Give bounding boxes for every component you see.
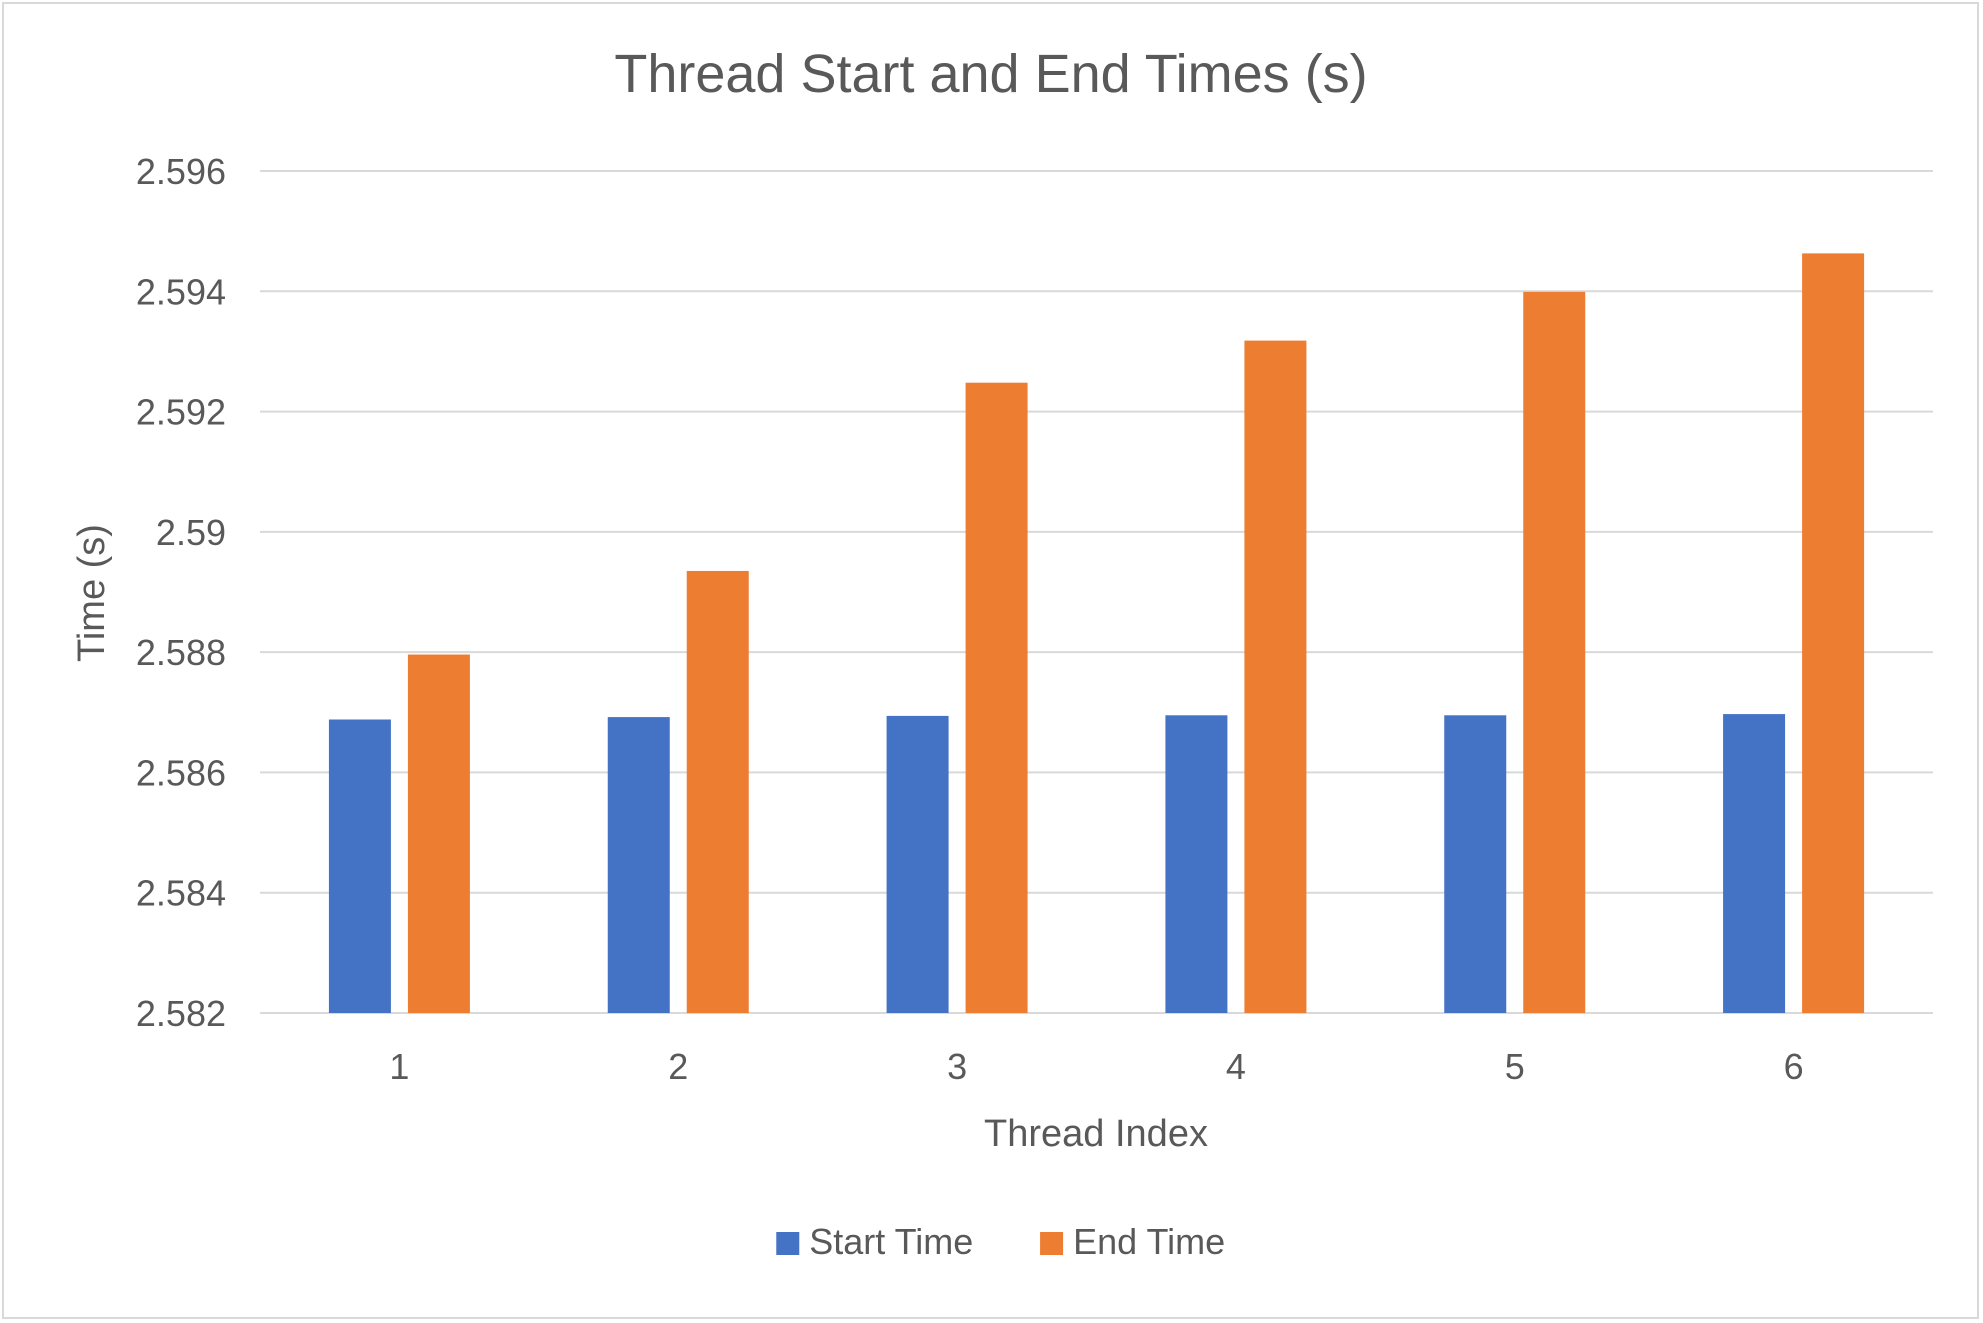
x-axis-ticks: 1 2 3 4 5 6 <box>389 1046 1803 1087</box>
y-tick-label: 2.59 <box>156 512 226 553</box>
x-tick-label: 3 <box>947 1046 967 1087</box>
y-tick-label: 2.588 <box>136 632 226 673</box>
y-tick-label: 2.584 <box>136 873 226 914</box>
legend-label: End Time <box>1073 1221 1225 1262</box>
x-tick-label: 5 <box>1505 1046 1525 1087</box>
bar-start-time <box>607 717 670 1013</box>
bar-end-time <box>686 570 749 1013</box>
bar-start-time <box>886 715 949 1013</box>
y-tick-label: 2.582 <box>136 993 226 1034</box>
y-axis-ticks: 2.582 2.584 2.586 2.588 2.59 2.592 2.594 2.596 <box>136 151 226 1034</box>
bar-end-time <box>1802 253 1865 1013</box>
bar-start-time <box>328 719 391 1013</box>
x-tick-label: 6 <box>1784 1046 1804 1087</box>
bar-end-time <box>965 382 1028 1013</box>
y-tick-label: 2.592 <box>136 392 226 433</box>
y-axis-title: Time (s) <box>71 524 113 662</box>
bar-start-time <box>1165 715 1228 1013</box>
gridlines <box>260 170 1933 1014</box>
x-tick-label: 4 <box>1226 1046 1246 1087</box>
y-tick-label: 2.586 <box>136 752 226 793</box>
legend-swatch-start-time <box>776 1232 800 1255</box>
bar-end-time <box>407 654 470 1013</box>
chart-title: Thread Start and End Times (s) <box>614 44 1367 104</box>
x-tick-label: 1 <box>389 1046 409 1087</box>
bar-end-time <box>1523 291 1586 1013</box>
y-tick-label: 2.596 <box>136 151 226 192</box>
bar-end-time <box>1244 340 1307 1013</box>
legend-label: Start Time <box>809 1221 973 1262</box>
bars <box>328 253 1865 1013</box>
legend: Start Time End Time <box>776 1221 1225 1262</box>
y-tick-label: 2.594 <box>136 271 226 312</box>
x-tick-label: 2 <box>668 1046 688 1087</box>
legend-swatch-end-time <box>1040 1232 1064 1255</box>
bar-start-time <box>1444 715 1507 1013</box>
bar-start-time <box>1723 714 1786 1013</box>
x-axis-title: Thread Index <box>984 1113 1208 1155</box>
